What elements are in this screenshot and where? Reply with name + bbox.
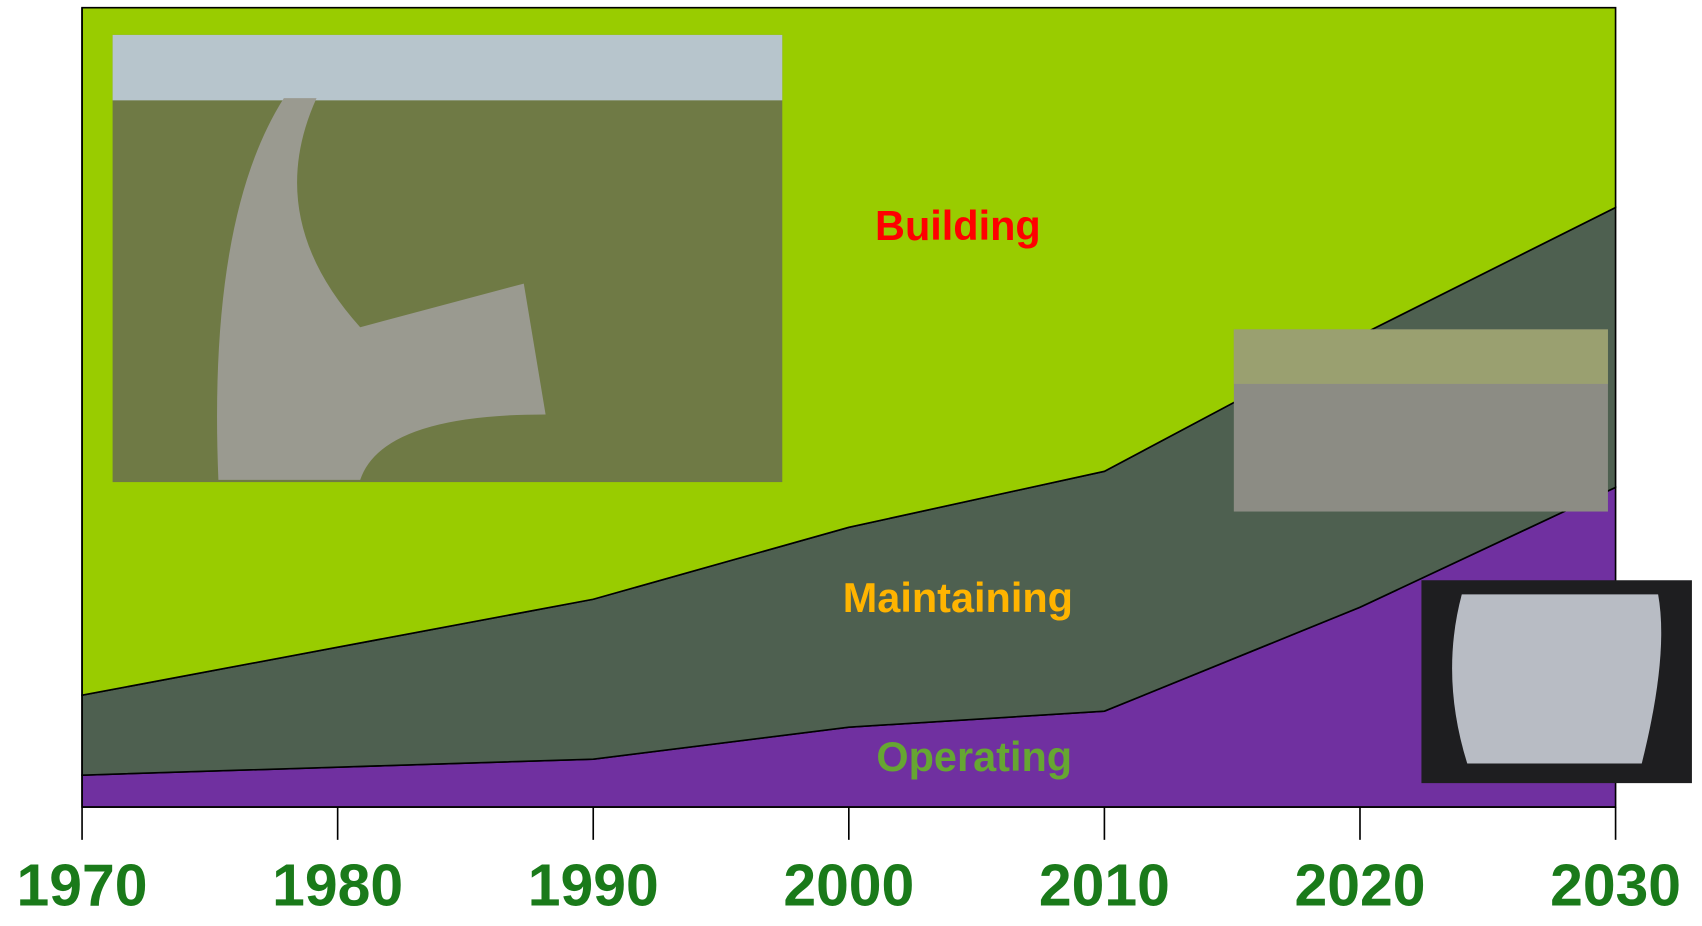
series-label: Operating [876, 733, 1072, 780]
series-label: Maintaining [843, 574, 1073, 621]
series-label: Building [875, 202, 1041, 249]
x-tick-label: 1970 [17, 853, 148, 918]
x-tick-label: 2020 [1294, 853, 1425, 918]
x-tick-label: 2000 [783, 853, 914, 918]
x-tick-label: 1980 [272, 853, 403, 918]
x-tick-label: 2030 [1550, 853, 1681, 918]
x-tick-label: 2010 [1039, 853, 1170, 918]
photo-road-strip [217, 98, 546, 480]
x-tick-label: 1990 [528, 853, 659, 918]
photos [112, 34, 1692, 784]
photo-sky [112, 34, 783, 101]
photo-mirror-glass [1452, 594, 1662, 764]
photo-roadwork-bg [1233, 329, 1608, 384]
axes: 1970 1980 1990 2000 2010 2020 2030 [17, 7, 1681, 918]
